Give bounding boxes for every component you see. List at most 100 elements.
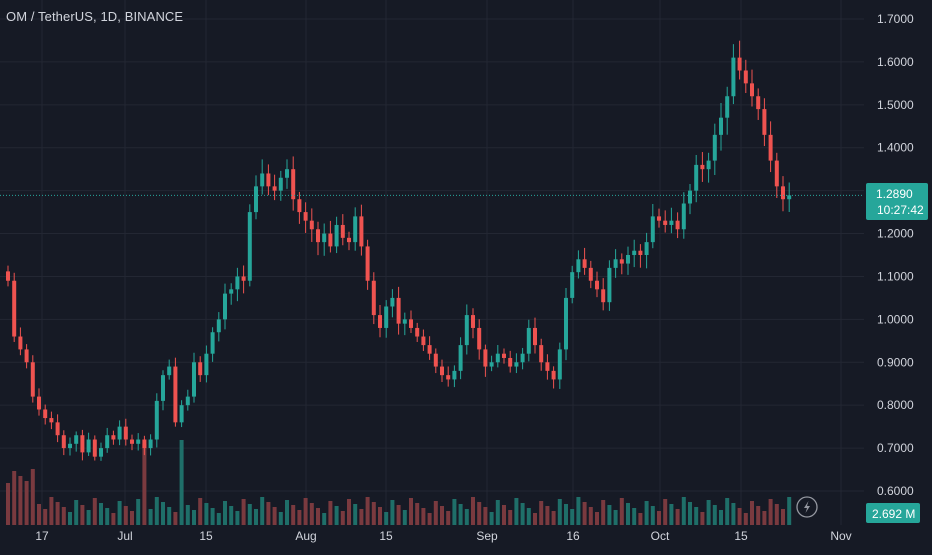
volume-bar <box>247 504 252 525</box>
candle-body <box>68 443 72 449</box>
volume-bar <box>706 500 711 525</box>
volume-bar <box>421 508 426 525</box>
candle-body <box>576 259 581 273</box>
countdown-label: 10:27:42 <box>877 203 924 217</box>
volume-bar <box>409 498 413 525</box>
volume-bar <box>650 506 655 525</box>
volume-bar <box>24 481 29 525</box>
candle-body <box>235 276 240 290</box>
candle-body <box>266 173 271 187</box>
time-tick-label: 15 <box>734 529 748 543</box>
candle-body <box>43 409 48 419</box>
candle-body <box>86 439 91 453</box>
volume-bar <box>725 498 730 525</box>
volume-bar <box>743 513 748 525</box>
candle-body <box>774 160 779 187</box>
price-tick-label: 0.6000 <box>877 484 914 498</box>
candle-body <box>526 327 531 354</box>
volume-bar <box>210 508 215 525</box>
candle-body <box>111 435 116 440</box>
candle-body <box>694 164 699 191</box>
volume-bar <box>688 502 692 525</box>
volume-bar <box>167 507 172 525</box>
candle-body <box>588 267 593 281</box>
volume-bar <box>520 503 525 525</box>
volume-bar <box>161 502 165 525</box>
candle-body <box>489 362 494 367</box>
candle-body <box>12 280 17 337</box>
time-tick-label: 15 <box>199 529 213 543</box>
candle-body <box>185 396 190 406</box>
candle-body <box>781 186 785 200</box>
candle-body <box>353 216 358 243</box>
candle-body <box>464 315 469 346</box>
candle-body <box>297 199 302 213</box>
volume-bar <box>322 513 327 525</box>
candle-body <box>198 362 203 376</box>
candle-body <box>557 349 562 380</box>
time-tick-label: 15 <box>379 529 393 543</box>
candle-body <box>18 336 23 350</box>
candle-body <box>254 186 258 213</box>
volume-bar <box>43 509 48 525</box>
volume-bar <box>564 504 568 525</box>
candle-body <box>402 319 407 324</box>
volume-bar <box>669 504 674 525</box>
volume-bar <box>427 513 432 525</box>
time-axis[interactable]: 17 Jul 15 Aug 15 Sep 16 Oct 15 Nov <box>35 529 851 543</box>
volume-bar <box>626 503 630 525</box>
volume-bar <box>471 497 475 525</box>
candle-body <box>6 271 10 281</box>
candle-body <box>421 336 426 346</box>
candle-body <box>427 345 432 354</box>
volume-bar <box>92 498 97 525</box>
volume-bar <box>80 505 85 525</box>
candle-body <box>613 259 618 268</box>
candle-body <box>644 242 649 255</box>
price-tick-label: 1.1000 <box>877 269 914 283</box>
candle-body <box>706 160 711 170</box>
price-tick-label: 1.7000 <box>877 12 914 26</box>
volume-bar <box>514 498 519 525</box>
volume-bar <box>508 510 513 525</box>
volume-bar <box>86 510 91 525</box>
candle-body <box>30 362 35 397</box>
volume-bar <box>12 471 17 525</box>
volume-bar <box>700 512 705 525</box>
volume-bar <box>681 497 686 525</box>
lightning-icon[interactable] <box>796 496 818 518</box>
volume-bar <box>204 503 209 525</box>
candle-body <box>328 233 333 247</box>
volume-tag: 2.692 M <box>866 503 920 523</box>
volume-bar <box>588 507 593 525</box>
candle-body <box>731 57 736 97</box>
candle-body <box>601 289 606 303</box>
volume-bar <box>446 511 451 525</box>
candle-body <box>595 280 599 290</box>
volume-bar <box>192 510 196 525</box>
volume-bar <box>551 511 556 525</box>
candle-body <box>471 315 475 328</box>
candle-body <box>334 224 339 247</box>
volume-bar <box>241 499 246 525</box>
volume-bar <box>657 511 661 525</box>
volume-bar <box>278 512 283 525</box>
volume-bar <box>272 507 277 525</box>
volume-bars <box>6 440 792 525</box>
candle-body <box>340 224 345 238</box>
volume-bar <box>216 513 221 525</box>
candle-body <box>409 319 413 328</box>
time-tick-label: Aug <box>295 529 316 543</box>
volume-bar <box>533 513 537 525</box>
volume-bar <box>185 505 190 525</box>
candle-body <box>700 164 705 170</box>
volume-bar <box>613 510 618 525</box>
volume-bar <box>309 503 314 525</box>
volume-bar <box>371 502 376 525</box>
volume-bar <box>142 444 147 525</box>
candle-body <box>626 255 630 264</box>
candle-body <box>688 190 692 204</box>
candle-body <box>607 267 612 303</box>
